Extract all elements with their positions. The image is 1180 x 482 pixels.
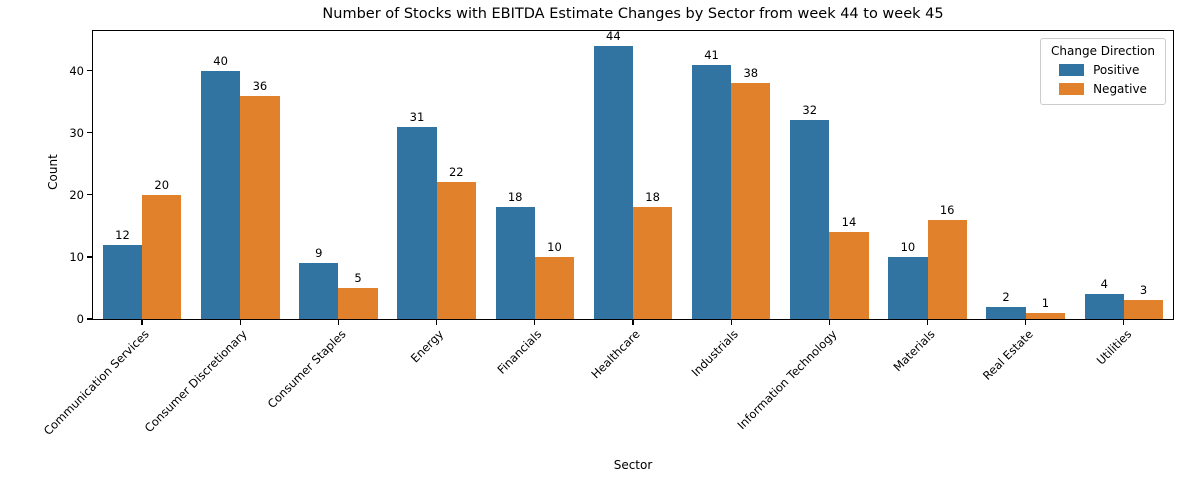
bar-positive — [593, 45, 633, 319]
x-tick-mark — [141, 320, 143, 325]
bar-value-label: 5 — [354, 270, 362, 285]
x-tick-mark — [926, 320, 929, 325]
bar-negative — [240, 95, 280, 319]
x-tick-label: Healthcare — [588, 327, 643, 382]
x-tick-label: Real Estate — [979, 327, 1036, 383]
bar-negative — [534, 256, 575, 319]
y-tick-label: 0 — [76, 312, 84, 326]
bar-negative — [142, 194, 182, 319]
x-tick-mark — [730, 320, 732, 325]
bar-value-label: 41 — [704, 47, 719, 62]
bar-negative — [633, 207, 673, 319]
legend-item-negative: Negative — [1059, 82, 1147, 96]
bar-positive — [790, 120, 830, 319]
bar-negative — [1025, 312, 1065, 319]
bar-positive — [397, 126, 437, 319]
bar-value-label: 31 — [409, 109, 425, 124]
bar-positive — [299, 263, 339, 319]
x-tick-label: Communication Services — [41, 327, 152, 438]
bar-value-label: 3 — [1139, 283, 1148, 298]
legend-item-positive: Positive — [1059, 63, 1147, 77]
x-tick-label: Energy — [408, 327, 447, 366]
y-tick-mark — [87, 132, 92, 134]
bar-value-label: 2 — [1002, 289, 1010, 304]
bar-negative — [436, 182, 476, 319]
y-tick-mark — [87, 194, 92, 196]
legend-label-negative: Negative — [1093, 82, 1147, 96]
bar-value-label: 18 — [645, 190, 660, 205]
bar-value-label: 22 — [448, 165, 464, 180]
bar-value-label: 12 — [115, 227, 130, 242]
x-tick-mark — [632, 320, 634, 325]
y-axis-label: Count — [46, 154, 60, 190]
y-tick-mark — [87, 318, 92, 320]
x-tick-label: Consumer Discretionary — [142, 327, 251, 436]
bar-value-label: 36 — [252, 78, 268, 93]
bar-value-label: 18 — [507, 190, 523, 205]
bar-positive — [986, 306, 1026, 319]
bar-value-label: 16 — [939, 202, 955, 217]
bar-value-label: 40 — [213, 53, 228, 68]
negative-color-swatch — [1059, 83, 1085, 95]
bar-negative — [338, 287, 378, 319]
x-tick-label: Information Technology — [734, 327, 840, 433]
bar-positive — [201, 70, 241, 319]
bar-value-label: 9 — [315, 246, 323, 261]
bar-value-label: 10 — [547, 239, 562, 254]
y-tick-label: 10 — [69, 249, 84, 264]
y-tick-mark — [87, 70, 92, 72]
x-tick-mark — [1025, 320, 1027, 325]
y-tick-label: 30 — [69, 125, 84, 140]
legend-title: Change Direction — [1051, 44, 1155, 58]
bar-negative — [927, 219, 967, 319]
x-tick-mark — [828, 320, 830, 325]
x-tick-label: Consumer Staples — [264, 327, 349, 411]
x-tick-label: Utilities — [1093, 327, 1134, 368]
bar-value-label: 4 — [1100, 277, 1108, 292]
x-tick-label: Materials — [890, 327, 938, 375]
x-tick-mark — [436, 320, 438, 325]
bar-positive — [102, 244, 143, 319]
x-axis-label: Sector — [613, 458, 653, 472]
x-tick-mark — [239, 320, 241, 325]
plot-area: Change Direction Positive Negative 0 10 20… — [41, 28, 1174, 438]
bar-value-label: 14 — [841, 215, 857, 230]
x-tick-label: Industrials — [688, 327, 742, 380]
bar-value-label: 38 — [743, 66, 759, 81]
bar-positive — [495, 207, 535, 319]
bar-positive — [1084, 294, 1124, 319]
x-tick-mark — [534, 320, 536, 325]
bar-positive — [888, 256, 928, 319]
legend: Change Direction Positive Negative — [1040, 38, 1166, 105]
x-tick-label: Financials — [494, 327, 545, 377]
legend-label-positive: Positive — [1093, 63, 1140, 77]
x-tick-mark — [337, 320, 340, 325]
y-tick-label: 40 — [69, 63, 84, 78]
legend-items: Positive Negative — [1059, 63, 1147, 96]
chart-title: Number of Stocks with EBITDA Estimate Ch… — [322, 6, 944, 22]
bar-negative — [829, 232, 869, 319]
bar-negative — [731, 83, 771, 319]
bar-value-label: 20 — [154, 177, 170, 192]
y-tick-label: 20 — [69, 187, 84, 202]
y-tick-mark — [87, 256, 92, 258]
positive-color-swatch — [1059, 64, 1085, 76]
bar-value-label: 10 — [900, 239, 916, 254]
x-tick-mark — [1123, 320, 1125, 325]
bar-value-label: 32 — [802, 103, 818, 118]
bar-positive — [691, 64, 732, 319]
bar-value-label: 1 — [1041, 295, 1050, 310]
bar-negative — [1123, 300, 1164, 319]
bar-value-label: 44 — [606, 28, 621, 43]
